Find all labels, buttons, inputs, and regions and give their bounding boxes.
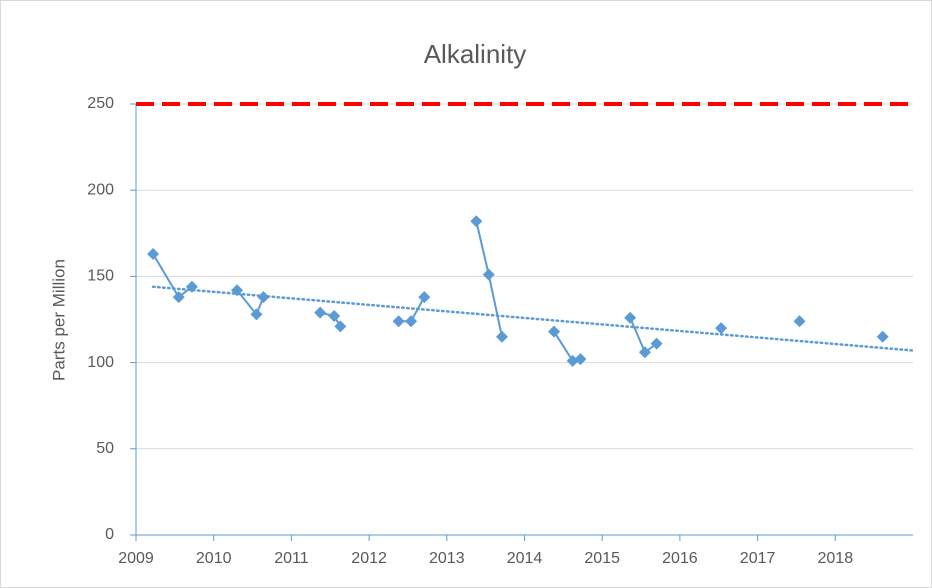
x-tick-label: 2018	[818, 550, 854, 567]
y-tick-label: 0	[105, 526, 114, 543]
x-tick-label: 2017	[740, 550, 776, 567]
trendline	[151, 285, 915, 352]
marker	[793, 315, 806, 328]
marker	[231, 284, 244, 297]
marker	[334, 320, 347, 333]
marker	[482, 268, 495, 281]
marker	[650, 337, 663, 350]
marker	[147, 247, 160, 260]
x-tick-label: 2013	[429, 550, 465, 567]
marker	[574, 353, 587, 366]
marker	[418, 291, 431, 304]
y-tick-label: 250	[87, 95, 114, 112]
y-tick-label: 50	[96, 440, 114, 457]
marker	[470, 215, 483, 228]
marker	[172, 291, 185, 304]
y-tick-label: 150	[87, 268, 114, 285]
marker	[314, 306, 327, 319]
marker	[328, 310, 341, 323]
marker	[185, 280, 198, 293]
marker	[715, 322, 728, 335]
x-tick-label: 2012	[351, 550, 387, 567]
marker	[495, 330, 508, 343]
marker	[624, 311, 637, 324]
marker	[250, 308, 263, 321]
y-axis-label: Parts per Million	[49, 259, 68, 381]
y-tick-label: 100	[87, 354, 114, 371]
marker	[392, 315, 405, 328]
marker	[876, 330, 889, 343]
chart-title: Alkalinity	[424, 39, 527, 69]
x-tick-label: 2009	[118, 550, 154, 567]
y-tick-label: 200	[87, 181, 114, 198]
marker	[566, 354, 579, 367]
marker	[638, 346, 651, 359]
marker	[257, 291, 270, 304]
marker	[548, 325, 561, 338]
x-tick-label: 2015	[584, 550, 620, 567]
marker	[405, 315, 418, 328]
x-tick-label: 2014	[507, 550, 543, 567]
x-tick-label: 2011	[274, 550, 309, 567]
x-tick-label: 2016	[662, 550, 698, 567]
x-tick-label: 2010	[196, 550, 232, 567]
